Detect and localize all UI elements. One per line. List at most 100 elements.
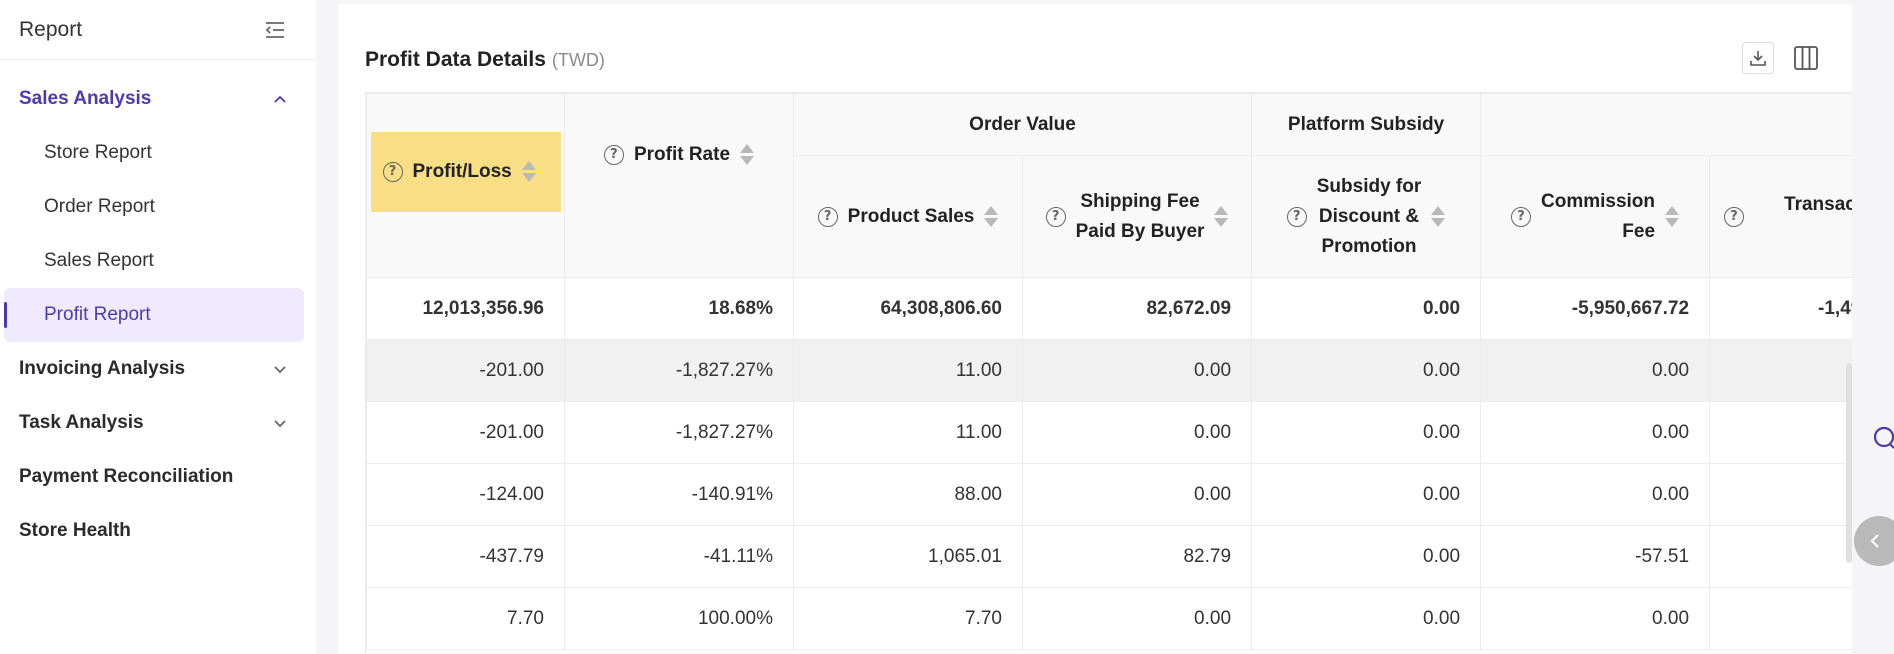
table-cell: -140.91% (564, 463, 794, 526)
table-cell: 0.00 (1021, 401, 1253, 464)
header-label: Shipping Fee Paid By Buyer (1076, 187, 1205, 247)
table-cell: 0.00 (1251, 339, 1482, 402)
help-icon[interactable]: ? (1511, 206, 1531, 227)
profit-data-card: Profit Data Details (TWD) ? Profit/Loss (338, 4, 1852, 654)
table-cell: 0.00 (1251, 463, 1482, 526)
table-cell: 100.00% (564, 587, 794, 650)
table-cell: -1,827.27% (564, 339, 794, 402)
sort-icon[interactable] (521, 161, 536, 183)
table-cell: 82,672.09 (1021, 277, 1253, 340)
sidebar-item-profit-report[interactable]: Profit Report (4, 288, 304, 342)
sidebar-item-payment-reconciliation[interactable]: Payment Reconciliation (0, 450, 316, 504)
group-header-order-value: Order Value (792, 93, 1253, 156)
table-cell: -201.00 (366, 401, 565, 464)
sort-icon[interactable] (1431, 206, 1446, 227)
vertical-scrollbar[interactable] (1846, 363, 1852, 563)
table-cell: -124.00 (366, 463, 565, 526)
header-label: Product Sales (847, 205, 975, 227)
chevron-down-icon (274, 420, 286, 428)
sidebar-item-order-report[interactable]: Order Report (44, 196, 155, 217)
download-icon (1750, 51, 1766, 66)
header-label: Profit Rate (633, 143, 731, 165)
sidebar-item-store-health[interactable]: Store Health (0, 504, 316, 558)
table-row[interactable]: -201.00 -1,827.27% 11.00 0.00 0.00 0.00 (366, 401, 1852, 464)
table-cell: 0.00 (1480, 401, 1711, 464)
table-cell: 0.00 (1480, 339, 1711, 402)
column-header-shipping-fee: ? Shipping Fee Paid By Buyer (1021, 155, 1253, 278)
profit-loss-highlight: ? Profit/Loss (370, 131, 561, 212)
table-cell (1709, 401, 1852, 464)
sidebar-group-task-analysis[interactable]: Task Analysis (0, 396, 316, 450)
sidebar-group-label: Invoicing Analysis (19, 358, 186, 379)
column-header-profit-loss: ? Profit/Loss (366, 93, 565, 278)
table-cell: 7.70 (793, 587, 1023, 650)
table-row[interactable]: -437.79 -41.11% 1,065.01 82.79 0.00 -57.… (366, 525, 1852, 588)
header-label: Commission Fee (1541, 187, 1655, 247)
header-label-line: Paid By Buyer (1075, 220, 1205, 242)
header-label-line: Fee (1622, 220, 1656, 242)
table-cell: -5,950,667.72 (1480, 277, 1711, 340)
table-cell (1709, 463, 1852, 526)
collapse-menu-icon[interactable] (262, 17, 288, 43)
help-icon[interactable]: ? (817, 206, 838, 227)
table-cell: 0.00 (1251, 525, 1482, 588)
header-label: Profit/Loss (412, 160, 512, 182)
sort-icon[interactable] (984, 206, 999, 227)
chevron-up-icon (274, 95, 286, 103)
header-label: Subsidy for Discount & Promotion (1317, 172, 1422, 262)
table-cell: -57.51 (1480, 525, 1711, 588)
table-cell: 18.68% (564, 277, 794, 340)
search-icon[interactable] (1870, 424, 1894, 454)
sidebar-group-label: Sales Analysis (19, 88, 152, 109)
sort-icon[interactable] (1665, 206, 1680, 227)
help-icon[interactable]: ? (1045, 206, 1066, 227)
table-cell: 0.00 (1251, 401, 1482, 464)
group-header-empty (1480, 93, 1852, 156)
table-cell: 0.00 (1021, 463, 1253, 526)
columns-icon (1794, 46, 1818, 70)
help-icon[interactable]: ? (382, 161, 403, 182)
sidebar-item-store-report[interactable]: Store Report (44, 142, 152, 163)
profit-table: ? Profit/Loss ? Profit Rate Order Value (365, 92, 1852, 654)
help-icon[interactable]: ? (1286, 206, 1307, 227)
sidebar: Report Sales Analysis Store Report Order… (0, 0, 316, 654)
table-cell: 0.00 (1251, 277, 1482, 340)
table-cell: -201.00 (366, 339, 565, 402)
table-cell: 11.00 (793, 339, 1023, 402)
table-cell: 0.00 (1480, 587, 1711, 650)
header-label-line: Commission (1541, 190, 1656, 212)
sidebar-item-sales-report[interactable]: Sales Report (44, 250, 154, 271)
sidebar-group-invoicing-analysis[interactable]: Invoicing Analysis (0, 342, 316, 396)
download-button[interactable] (1742, 42, 1774, 74)
sidebar-group-label: Store Health (19, 520, 131, 541)
header-label-line: Discount & (1318, 205, 1420, 227)
column-header-commission-fee: ? Commission Fee (1480, 155, 1711, 278)
table-cell: -437.79 (366, 525, 565, 588)
sidebar-group-sales-analysis[interactable]: Sales Analysis (0, 72, 316, 126)
expand-panel-button[interactable] (1854, 516, 1894, 566)
table-row[interactable]: 7.70 100.00% 7.70 0.00 0.00 0.00 (366, 587, 1852, 650)
sidebar-group-label: Task Analysis (19, 412, 144, 433)
table-row-total: 12,013,356.96 18.68% 64,308,806.60 82,67… (366, 277, 1852, 340)
sort-icon[interactable] (740, 144, 755, 165)
chevron-down-icon (274, 366, 286, 374)
card-header: Profit Data Details (TWD) (365, 48, 605, 72)
table-cell: 82.79 (1021, 525, 1253, 588)
group-header-platform-subsidy: Platform Subsidy (1251, 93, 1482, 156)
header-label-line: Shipping Fee (1080, 190, 1200, 212)
table-cell: 12,013,356.96 (366, 277, 565, 340)
table-cell: -1,49 (1709, 277, 1852, 340)
card-title: Profit Data Details (365, 48, 546, 71)
column-settings-button[interactable] (1790, 42, 1822, 74)
table-cell (1709, 525, 1852, 588)
column-header-subsidy: ? Subsidy for Discount & Promotion (1251, 155, 1482, 278)
header-label-line: Promotion (1321, 235, 1417, 257)
sort-icon[interactable] (1214, 206, 1229, 227)
help-icon[interactable]: ? (603, 144, 624, 165)
table-cell: 11.00 (793, 401, 1023, 464)
help-icon[interactable]: ? (1724, 206, 1745, 227)
table-row[interactable]: -124.00 -140.91% 88.00 0.00 0.00 0.00 (366, 463, 1852, 526)
sidebar-group-label: Payment Reconciliation (19, 466, 234, 487)
table-row[interactable]: -201.00 -1,827.27% 11.00 0.00 0.00 0.00 (366, 339, 1852, 402)
table-cell: 0.00 (1021, 339, 1253, 402)
